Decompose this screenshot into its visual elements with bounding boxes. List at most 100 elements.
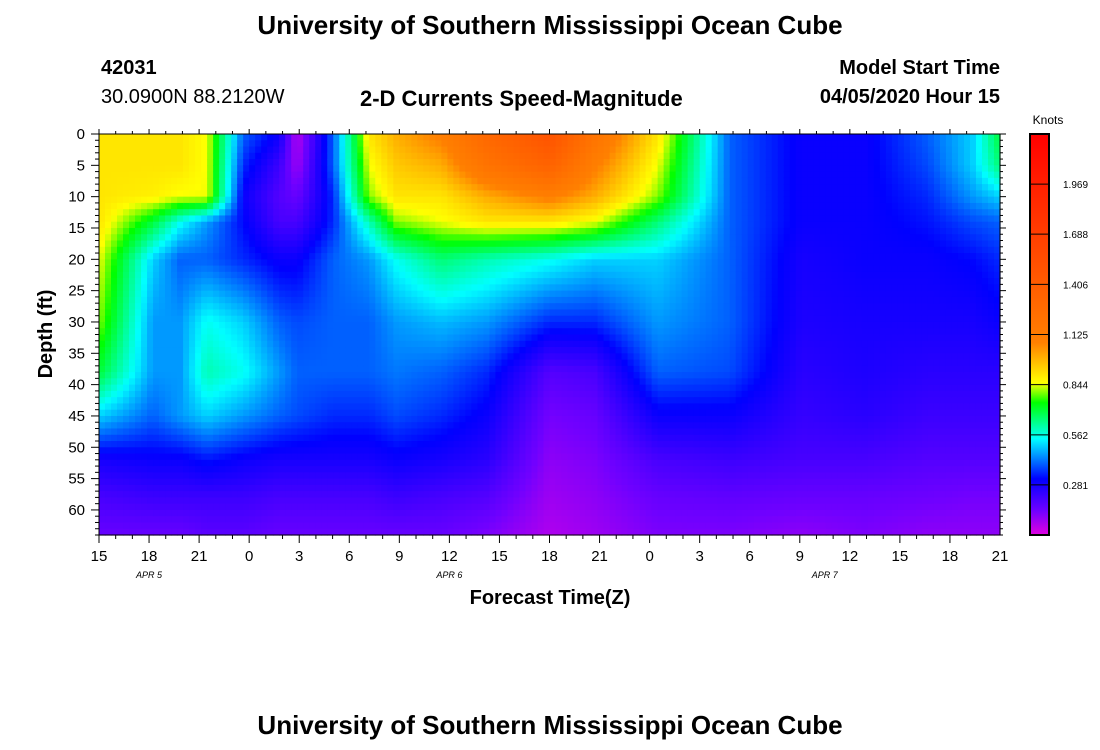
heatmap-cell bbox=[303, 140, 310, 148]
heatmap-cell bbox=[99, 171, 106, 179]
heatmap-cell bbox=[327, 528, 334, 536]
heatmap-cell bbox=[393, 215, 400, 223]
heatmap-cell bbox=[141, 397, 148, 405]
heatmap-cell bbox=[141, 384, 148, 392]
heatmap-cell bbox=[189, 152, 196, 160]
heatmap-cell bbox=[453, 509, 460, 517]
heatmap-cell bbox=[447, 140, 454, 148]
heatmap-cell bbox=[195, 253, 202, 260]
heatmap-cell bbox=[495, 315, 503, 323]
heatmap-cell bbox=[561, 466, 569, 473]
heatmap-cell bbox=[429, 134, 436, 141]
heatmap-cell bbox=[381, 441, 388, 448]
heatmap-cell bbox=[447, 434, 454, 442]
heatmap-cell bbox=[285, 384, 292, 392]
heatmap-cell bbox=[471, 453, 479, 461]
heatmap-cell bbox=[225, 240, 232, 248]
heatmap-cell bbox=[225, 284, 232, 292]
heatmap-cell bbox=[273, 134, 280, 141]
heatmap-cell bbox=[381, 390, 388, 398]
heatmap-cell bbox=[357, 290, 364, 298]
heatmap-cell bbox=[525, 516, 533, 524]
heatmap-cell bbox=[183, 453, 190, 461]
heatmap-cell bbox=[327, 497, 334, 505]
heatmap-cell bbox=[111, 384, 118, 392]
heatmap-cell bbox=[135, 434, 142, 442]
heatmap-cell bbox=[387, 202, 394, 210]
heatmap-cell bbox=[369, 146, 376, 154]
heatmap-cell bbox=[207, 459, 214, 467]
heatmap-cell bbox=[507, 434, 515, 442]
heatmap-cell bbox=[477, 234, 485, 242]
heatmap-cell bbox=[405, 472, 412, 480]
heatmap-cell bbox=[381, 516, 388, 524]
heatmap-cell bbox=[225, 290, 232, 298]
heatmap-cell bbox=[429, 309, 436, 317]
heatmap-cell bbox=[201, 271, 208, 279]
heatmap-cell bbox=[309, 384, 316, 392]
heatmap-cell bbox=[267, 177, 274, 185]
heatmap-cell bbox=[297, 140, 304, 148]
heatmap-cell bbox=[123, 447, 130, 455]
heatmap-cell bbox=[159, 441, 166, 448]
heatmap-cell bbox=[345, 253, 352, 260]
heatmap-cell bbox=[249, 202, 256, 210]
heatmap-cell bbox=[159, 328, 166, 336]
heatmap-cell bbox=[507, 422, 515, 430]
heatmap-cell bbox=[429, 478, 436, 486]
heatmap-cell bbox=[405, 390, 412, 398]
heatmap-cell bbox=[375, 378, 382, 386]
heatmap-cell bbox=[351, 372, 358, 379]
heatmap-cell bbox=[417, 290, 424, 298]
heatmap-cell bbox=[387, 459, 394, 467]
heatmap-cell bbox=[99, 528, 106, 536]
heatmap-cell bbox=[381, 365, 388, 373]
heatmap-cell bbox=[549, 428, 557, 436]
heatmap-cell bbox=[471, 171, 479, 179]
heatmap-cell bbox=[129, 516, 136, 524]
heatmap-cell bbox=[387, 484, 394, 492]
heatmap-cell bbox=[459, 177, 467, 185]
heatmap-cell bbox=[561, 215, 569, 223]
heatmap-cell bbox=[321, 390, 328, 398]
heatmap-cell bbox=[417, 303, 424, 311]
heatmap-cell bbox=[279, 328, 286, 336]
heatmap-cell bbox=[123, 372, 130, 379]
heatmap-cell bbox=[351, 221, 358, 229]
heatmap-cell bbox=[207, 390, 214, 398]
heatmap-cell bbox=[147, 359, 154, 367]
heatmap-cell bbox=[405, 409, 412, 417]
heatmap-cell bbox=[561, 321, 569, 329]
heatmap-cell bbox=[261, 409, 268, 417]
heatmap-cell bbox=[429, 315, 436, 323]
heatmap-cell bbox=[513, 177, 521, 185]
heatmap-cell bbox=[231, 466, 238, 473]
heatmap-cell bbox=[303, 484, 310, 492]
heatmap-cell bbox=[141, 453, 148, 461]
heatmap-cell bbox=[357, 271, 364, 279]
heatmap-cell bbox=[495, 284, 503, 292]
heatmap-cell bbox=[411, 278, 418, 285]
heatmap-cell bbox=[561, 415, 569, 423]
heatmap-cell bbox=[111, 390, 118, 398]
heatmap-cell bbox=[507, 140, 515, 148]
heatmap-cell bbox=[303, 215, 310, 223]
heatmap-cell bbox=[561, 390, 569, 398]
heatmap-cell bbox=[141, 215, 148, 223]
heatmap-cell bbox=[267, 478, 274, 486]
heatmap-cell bbox=[261, 503, 268, 511]
heatmap-cell bbox=[513, 234, 521, 242]
heatmap-cell bbox=[399, 296, 406, 304]
heatmap-cell bbox=[267, 372, 274, 379]
heatmap-cell bbox=[315, 221, 322, 229]
heatmap-cell bbox=[369, 472, 376, 480]
heatmap-cell bbox=[417, 321, 424, 329]
heatmap-cell bbox=[135, 278, 142, 285]
heatmap-cell bbox=[483, 278, 491, 285]
heatmap-cell bbox=[561, 177, 569, 185]
heatmap-cell bbox=[507, 516, 515, 524]
heatmap-cell bbox=[357, 159, 364, 166]
heatmap-cell bbox=[477, 146, 485, 154]
heatmap-cell bbox=[273, 447, 280, 455]
heatmap-cell bbox=[183, 259, 190, 267]
